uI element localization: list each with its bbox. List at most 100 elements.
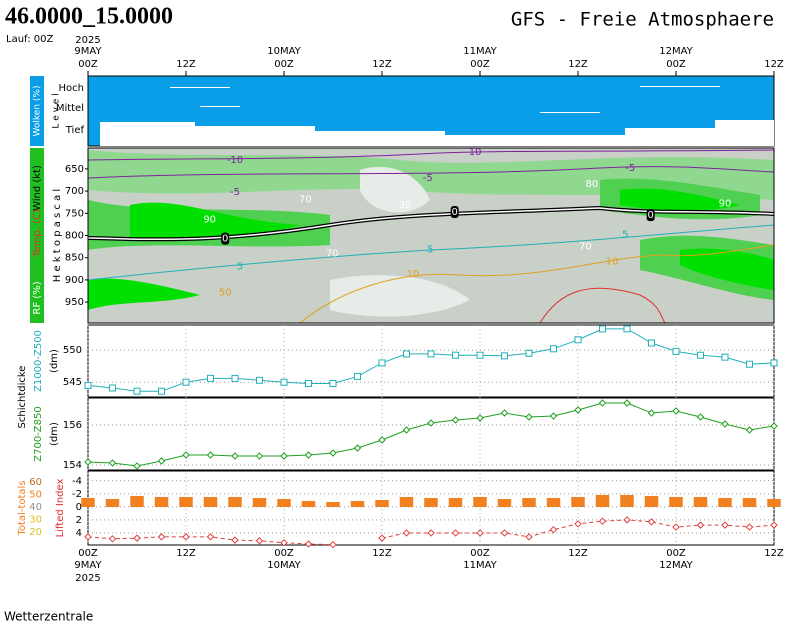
bar bbox=[130, 496, 144, 507]
x-tick-label: 12Z bbox=[176, 59, 196, 70]
y-tick-label: 900 bbox=[65, 275, 84, 286]
zero-marker bbox=[221, 232, 230, 245]
y-unit: (dm) bbox=[49, 349, 60, 373]
point bbox=[402, 529, 411, 537]
point bbox=[133, 387, 141, 395]
point bbox=[697, 351, 704, 359]
point bbox=[574, 406, 582, 414]
bar bbox=[228, 497, 242, 507]
y-tick-label: 700 bbox=[65, 186, 84, 197]
bar bbox=[301, 501, 316, 507]
contour-label: 90 bbox=[719, 199, 732, 210]
point bbox=[84, 533, 92, 541]
x-tick-label: 12Z bbox=[764, 548, 784, 559]
x-tick-label: 00Z bbox=[470, 548, 490, 559]
point bbox=[305, 380, 312, 387]
point bbox=[206, 451, 215, 459]
point bbox=[427, 350, 435, 358]
year-label: 2025 bbox=[75, 35, 100, 46]
point bbox=[133, 534, 141, 542]
point bbox=[451, 416, 460, 424]
x-tick-label: 00Z bbox=[274, 59, 294, 70]
point bbox=[549, 525, 558, 534]
point bbox=[574, 336, 582, 344]
series-line bbox=[87, 402, 775, 467]
cloud-level: Mittel bbox=[56, 103, 84, 114]
point bbox=[770, 521, 778, 529]
bar bbox=[522, 498, 536, 507]
x-tick-label: 00Z bbox=[470, 59, 490, 70]
point bbox=[231, 452, 239, 460]
bar bbox=[399, 497, 414, 507]
point bbox=[304, 451, 313, 459]
contour-label: 80 bbox=[586, 179, 599, 190]
panel-frame bbox=[87, 397, 775, 471]
contour-label: 90 bbox=[203, 215, 216, 226]
point bbox=[207, 374, 214, 382]
bar bbox=[154, 497, 169, 507]
bar bbox=[179, 497, 193, 507]
point bbox=[476, 414, 484, 422]
point bbox=[280, 378, 288, 386]
bar bbox=[767, 499, 781, 507]
contour-label: -5 bbox=[625, 163, 635, 174]
day-label: 12MAY bbox=[659, 560, 693, 571]
bar bbox=[571, 497, 585, 507]
point bbox=[304, 540, 313, 548]
point bbox=[647, 409, 656, 417]
humidity-field bbox=[30, 147, 775, 324]
bar bbox=[448, 498, 463, 507]
x-tick-label: 00Z bbox=[78, 59, 98, 70]
y-axis-label: Z700-Z850 bbox=[33, 406, 44, 461]
y-tick-label: -4 bbox=[72, 476, 82, 487]
bar bbox=[326, 502, 340, 507]
y-axis-label: Z1000-Z500 bbox=[33, 330, 44, 392]
point bbox=[549, 412, 558, 420]
day-label: 10MAY bbox=[267, 560, 301, 571]
point bbox=[157, 533, 166, 541]
point bbox=[672, 523, 680, 531]
zero-marker bbox=[646, 209, 655, 222]
year-label: 2025 bbox=[75, 573, 100, 584]
point bbox=[770, 422, 778, 430]
point bbox=[109, 384, 116, 392]
bar bbox=[81, 498, 95, 507]
point bbox=[623, 516, 631, 524]
y-tick-label: 550 bbox=[63, 345, 82, 356]
cloud-level: Hoch bbox=[59, 83, 84, 94]
bar bbox=[375, 500, 389, 507]
point bbox=[500, 529, 509, 537]
point bbox=[231, 374, 239, 382]
panel-frame bbox=[87, 470, 775, 546]
contour-label: 0 bbox=[451, 207, 457, 218]
point bbox=[672, 347, 680, 355]
x-tick-label: 12Z bbox=[568, 548, 588, 559]
bar bbox=[252, 498, 267, 507]
bar bbox=[644, 496, 659, 507]
point bbox=[598, 399, 607, 407]
point bbox=[231, 536, 239, 544]
point bbox=[182, 451, 190, 459]
point bbox=[182, 533, 190, 541]
point bbox=[427, 419, 435, 427]
run: Lauf: 00Z bbox=[6, 34, 53, 45]
bar bbox=[473, 497, 487, 507]
cloud-level: Tief bbox=[65, 125, 85, 136]
cloud-label: Wolken (%) bbox=[33, 86, 43, 137]
point bbox=[574, 520, 582, 528]
bar bbox=[669, 497, 683, 507]
day-label: 9MAY bbox=[74, 560, 102, 571]
x-tick-label: 00Z bbox=[666, 548, 686, 559]
level-label: L e v e l bbox=[52, 93, 62, 128]
footer: Wetterzentrale bbox=[4, 610, 93, 624]
point bbox=[378, 534, 386, 542]
contour-label: 50 bbox=[219, 287, 232, 298]
point bbox=[157, 457, 166, 465]
point bbox=[745, 426, 754, 434]
bar bbox=[350, 501, 365, 507]
bar bbox=[105, 499, 120, 507]
point bbox=[501, 352, 508, 360]
y-tick-label: 545 bbox=[63, 377, 82, 388]
x-tick-label: 00Z bbox=[666, 59, 686, 70]
point bbox=[452, 351, 459, 359]
